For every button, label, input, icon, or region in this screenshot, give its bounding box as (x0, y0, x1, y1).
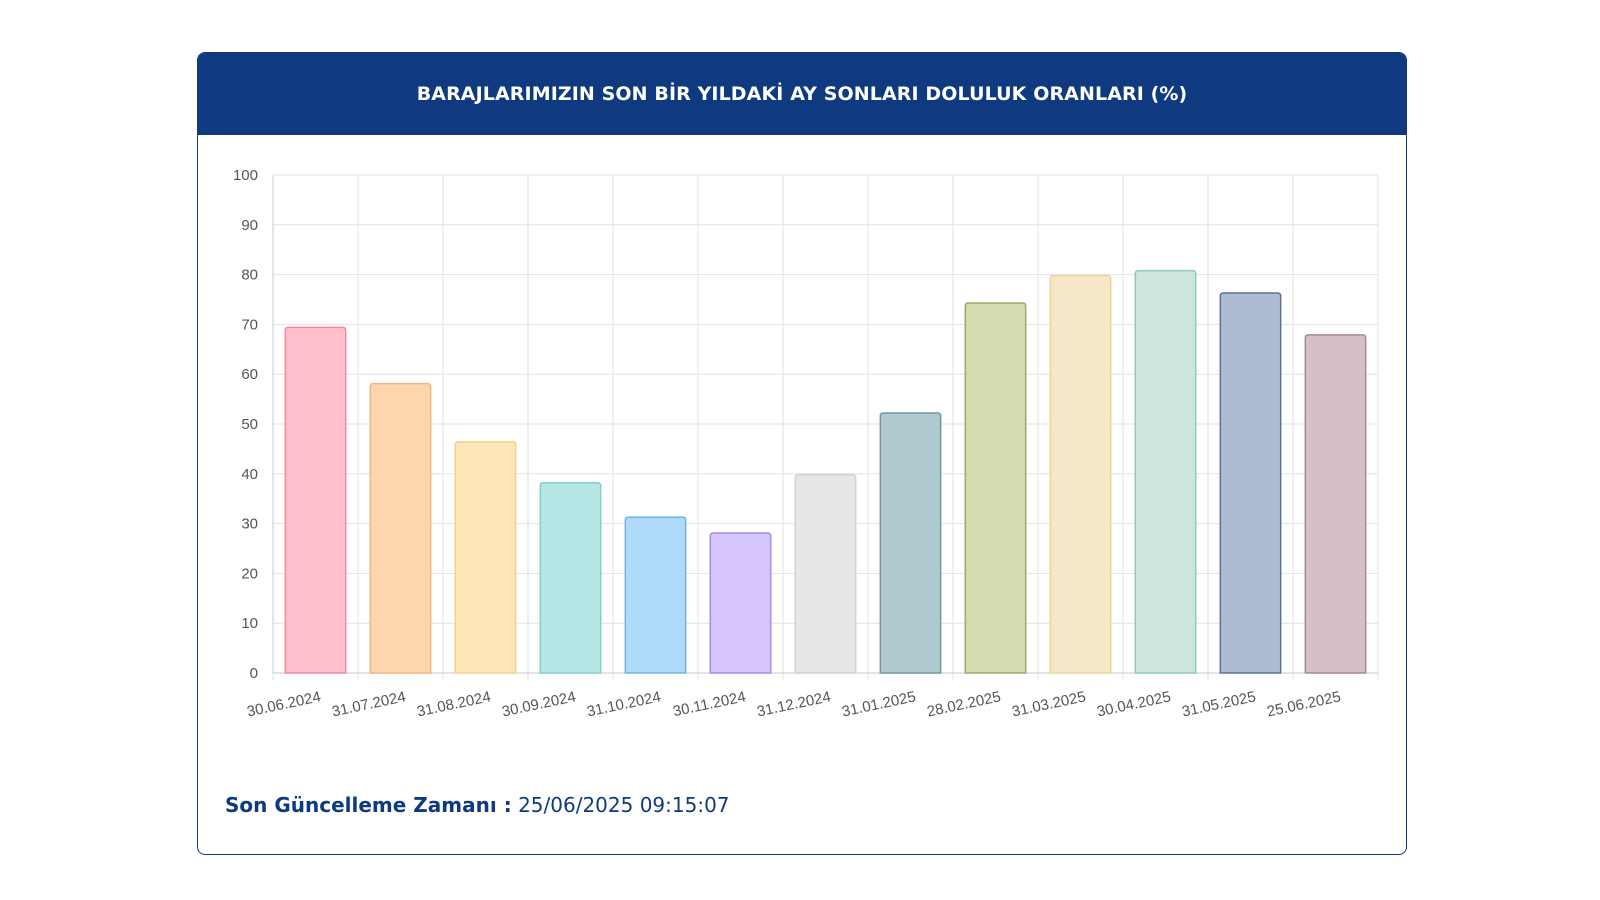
y-tick-label: 50 (241, 416, 258, 433)
y-tick-label: 40 (241, 466, 258, 483)
bar-30.09.2024 (539, 482, 602, 674)
y-tick-label: 80 (241, 267, 258, 284)
x-tick-label: 30.04.2025 (1095, 688, 1172, 720)
x-tick-label: 30.09.2024 (500, 688, 577, 720)
x-tick-label: 31.12.2024 (755, 688, 832, 720)
x-tick-label: 31.05.2025 (1180, 688, 1257, 720)
bar-30.11.2024 (709, 532, 772, 674)
x-tick-label: 31.10.2024 (585, 688, 662, 720)
bar-25.06.2025 (1304, 334, 1367, 674)
x-tick-label: 31.03.2025 (1010, 688, 1087, 720)
bar-31.10.2024 (624, 516, 687, 674)
y-tick-label: 70 (241, 316, 258, 333)
x-tick-label: 31.08.2024 (415, 688, 492, 720)
y-tick-label: 0 (250, 665, 258, 682)
bar-31.01.2025 (879, 412, 942, 674)
y-tick-label: 30 (241, 516, 258, 533)
last-update-value: 25/06/2025 09:15:07 (518, 793, 730, 817)
bar-31.03.2025 (1049, 274, 1112, 674)
bar-31.07.2024 (369, 382, 432, 674)
last-update-label: Son Güncelleme Zamanı : (225, 793, 512, 817)
y-tick-label: 90 (241, 217, 258, 234)
x-tick-label: 30.06.2024 (245, 688, 322, 720)
dam-occupancy-card: BARAJLARIMIZIN SON BİR YILDAKİ AY SONLAR… (197, 52, 1407, 855)
y-tick-label: 20 (241, 565, 258, 582)
bar-30.06.2024 (284, 326, 347, 674)
bar-31.12.2024 (794, 474, 857, 674)
x-tick-label: 30.11.2024 (671, 688, 747, 720)
y-tick-label: 10 (241, 615, 258, 632)
bar-chart: 0 10 20 30 40 50 60 70 80 90 100 30.06.2024 31.07.20… (233, 167, 1379, 721)
bar-28.02.2025 (964, 302, 1027, 674)
card-header: BARAJLARIMIZIN SON BİR YILDAKİ AY SONLAR… (198, 53, 1406, 135)
x-tick-label: 31.01.2025 (840, 688, 917, 720)
x-tick-label: 28.02.2025 (925, 688, 1002, 720)
bar-31.05.2025 (1219, 292, 1282, 674)
chart-title: BARAJLARIMIZIN SON BİR YILDAKİ AY SONLAR… (416, 83, 1188, 105)
bar-30.04.2025 (1134, 269, 1197, 674)
y-tick-label: 100 (233, 167, 258, 184)
x-tick-label: 25.06.2025 (1265, 688, 1342, 720)
x-tick-label: 31.07.2024 (330, 688, 407, 720)
y-tick-label: 60 (241, 366, 258, 383)
last-update: Son Güncelleme Zamanı : 25/06/2025 09:15… (225, 793, 730, 817)
bar-31.08.2024 (454, 441, 517, 674)
